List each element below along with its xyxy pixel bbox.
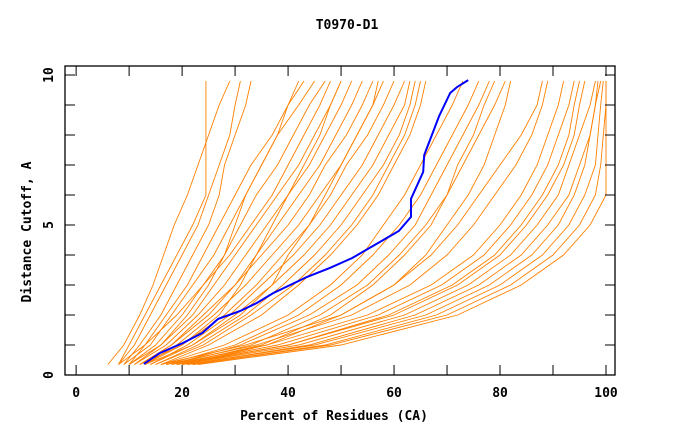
- model-series-line-27: [176, 80, 496, 365]
- x-axis-label: Percent of Residues (CA): [240, 409, 428, 424]
- model-series-line-26: [171, 80, 506, 365]
- model-series-line-29: [171, 80, 565, 365]
- model-series-line-37: [192, 81, 607, 365]
- model-series-line-35: [187, 80, 602, 365]
- x-tick-label: 100: [594, 386, 618, 401]
- model-series-line-4: [123, 80, 252, 365]
- model-series-line-38: [197, 81, 607, 365]
- x-tick-label: 0: [72, 386, 80, 401]
- model-series-line-6: [123, 80, 315, 365]
- model-series-line-32: [182, 80, 586, 365]
- model-series-line-1: [107, 80, 231, 365]
- model-series-line-40: [160, 80, 543, 365]
- model-series-line-30: [176, 80, 575, 365]
- y-tick-label: 0: [42, 371, 57, 379]
- model-series-line-9: [134, 80, 342, 365]
- plot-frame: [64, 65, 616, 376]
- model-series-line-36: [192, 80, 604, 365]
- model-series-line-33: [182, 80, 596, 365]
- chart-title: T0970-D1: [316, 18, 379, 33]
- model-series-line-8: [128, 80, 331, 365]
- highlight-series-line: [143, 79, 469, 365]
- model-series-group: [107, 80, 607, 365]
- model-series-line-28: [181, 80, 512, 365]
- axis-ticks: [65, 66, 615, 375]
- y-tick-label: 10: [42, 67, 57, 83]
- x-tick-label: 40: [280, 386, 296, 401]
- model-series-line-7: [128, 80, 326, 365]
- model-series-line-14: [144, 80, 395, 365]
- model-series-line-5: [118, 80, 305, 365]
- x-tick-labels: 0 20 40 60 80 100: [72, 386, 618, 401]
- model-series-line-17: [155, 80, 416, 365]
- model-series-line-2: [118, 81, 207, 365]
- x-tick-label: 80: [492, 386, 508, 401]
- model-series-line-21: [139, 80, 342, 365]
- model-series-line-18: [155, 80, 421, 365]
- model-series-line-22: [144, 80, 379, 365]
- x-tick-label: 60: [386, 386, 402, 401]
- model-series-line-31: [176, 80, 580, 365]
- model-series-line-23: [160, 80, 464, 365]
- model-series-line-39: [166, 80, 549, 365]
- y-axis-label: Distance Cutoff, A: [20, 161, 35, 302]
- y-tick-label: 5: [42, 221, 57, 229]
- model-series-line-15: [150, 80, 406, 365]
- model-series-line-12: [139, 80, 374, 365]
- model-series-line-20: [128, 80, 300, 365]
- model-series-line-16: [150, 80, 411, 365]
- x-tick-label: 20: [174, 386, 190, 401]
- model-series-line-25: [171, 80, 490, 365]
- y-tick-labels: 0 5 10: [42, 67, 57, 379]
- model-series-line-19: [160, 80, 427, 365]
- model-series-line-11: [139, 80, 363, 365]
- model-series-line-3: [118, 80, 241, 365]
- highlight-series-group: [143, 79, 469, 365]
- model-series-line-10: [134, 80, 353, 365]
- model-series-line-24: [166, 80, 480, 365]
